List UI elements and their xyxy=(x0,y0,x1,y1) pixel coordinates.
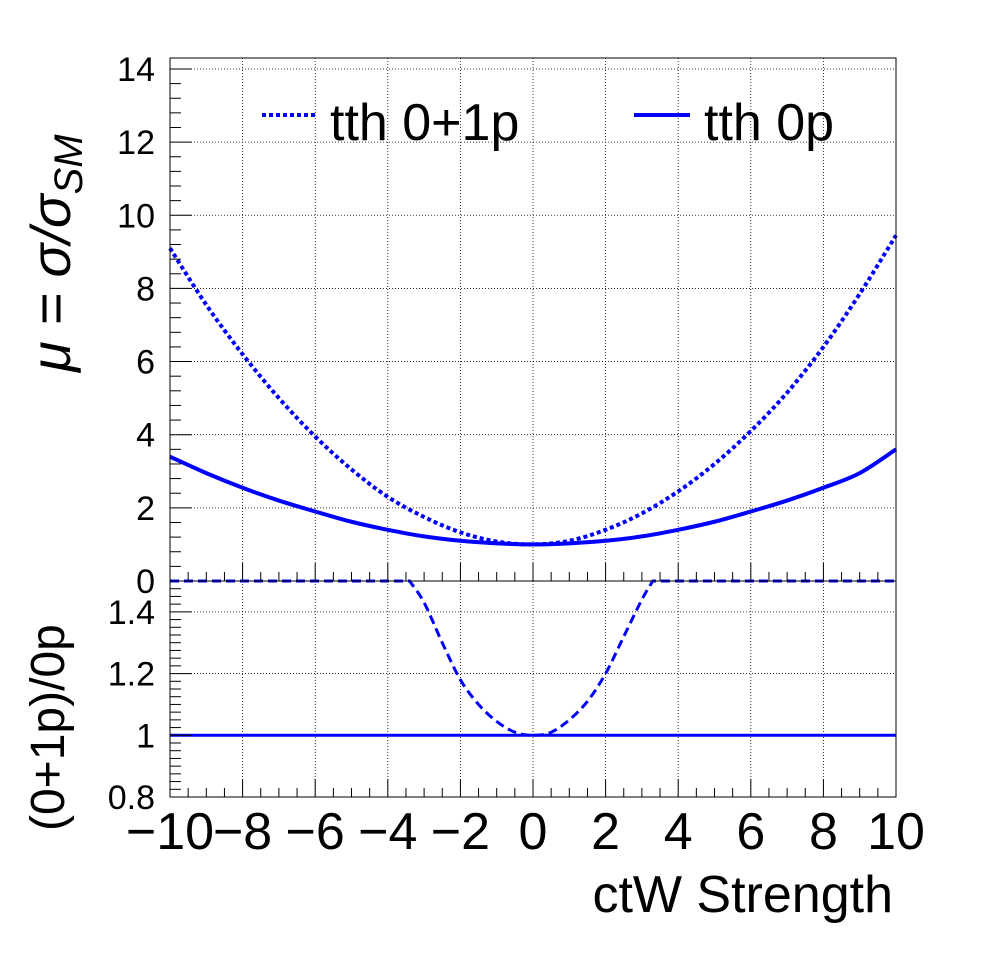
bottom-ylabel: (0+1p)/0p xyxy=(22,624,75,831)
top-y-tick-label: 10 xyxy=(117,197,155,235)
bottom-grid xyxy=(170,581,896,797)
legend-label-0: tth 0+1p xyxy=(330,94,519,152)
bottom-y-tick-label: 1 xyxy=(136,717,155,755)
legend: tth 0+1p tth 0p xyxy=(262,94,834,152)
top-y-tick-label: 14 xyxy=(117,51,155,89)
x-tick-label: 4 xyxy=(664,803,693,861)
top-ytick-labels: 0 2 4 6 8 10 12 14 xyxy=(117,51,155,601)
x-tick-label: 6 xyxy=(736,803,765,861)
top-y-tick-label: 4 xyxy=(136,417,155,455)
bottom-series-layer xyxy=(170,579,896,737)
x-tick-label: 10 xyxy=(867,803,925,861)
x-tick-label: 8 xyxy=(809,803,838,861)
xtick-labels: −10−8 −6 −4 −2 0 2 4 6 8 10 xyxy=(126,803,925,861)
bottom-series-line-0 xyxy=(170,579,896,737)
x-tick-label: −2 xyxy=(431,803,490,861)
x-tick-label: −4 xyxy=(358,803,417,861)
top-ticks xyxy=(169,68,897,582)
x-tick-label: −6 xyxy=(286,803,345,861)
top-series-line-1 xyxy=(169,447,898,547)
bottom-ytick-labels: 0.8 1 1.2 1.4 xyxy=(108,594,155,817)
top-series-line-0 xyxy=(168,234,898,547)
top-y-tick-label: 8 xyxy=(136,270,155,308)
x-tick-label: 0 xyxy=(519,803,548,861)
top-ylabel-sub: SM xyxy=(47,134,91,195)
top-y-tick-label: 0 xyxy=(136,563,155,601)
top-y-tick-label: 6 xyxy=(136,344,155,382)
x-tick-label: −8 xyxy=(213,803,272,861)
x-tick-label: 2 xyxy=(591,803,620,861)
top-series-layer xyxy=(168,234,898,547)
top-ylabel-main: μ = σ/σ xyxy=(19,192,82,374)
x-tick-label: −10 xyxy=(126,803,214,861)
top-y-tick-label: 12 xyxy=(117,124,155,162)
bottom-y-tick-label: 1.4 xyxy=(108,594,155,632)
top-y-tick-label: 2 xyxy=(136,490,155,528)
bottom-ticks xyxy=(169,580,897,798)
top-ylabel: μ = σ/σSM xyxy=(19,134,91,374)
bottom-y-tick-label: 1.2 xyxy=(108,656,155,694)
legend-label-1: tth 0p xyxy=(704,94,834,152)
top-grid xyxy=(170,58,896,581)
bottom-y-tick-label: 0.8 xyxy=(108,779,155,817)
x-axis-label: ctW Strength xyxy=(592,866,893,924)
